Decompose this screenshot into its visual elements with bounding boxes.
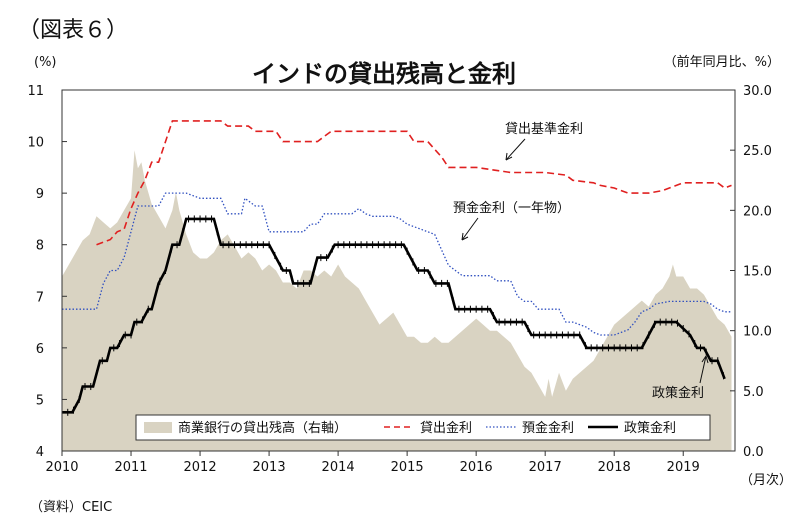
- left-tick-label: 10: [27, 136, 44, 151]
- right-tick-label: 25.0: [743, 144, 772, 159]
- right-axis-ticks: 0.0 5.0 10.0 15.0 20.0 25.0 30.0: [730, 84, 772, 460]
- left-tick-label: 8: [36, 239, 44, 254]
- left-axis-unit: (%): [34, 55, 57, 70]
- series-policy-rate-line: [62, 217, 726, 414]
- right-tick-label: 0.0: [743, 445, 764, 460]
- left-tick-label: 7: [36, 290, 44, 305]
- annotation-deposit-rate: 預金金利（一年物）: [453, 200, 570, 216]
- x-tick-label: 2010: [45, 460, 78, 475]
- x-tick-label: 2019: [667, 460, 700, 475]
- x-tick-label: 2011: [114, 460, 147, 475]
- x-tick-label: 2018: [598, 460, 631, 475]
- left-tick-label: 11: [27, 84, 44, 99]
- legend-label-lending-rate: 貸出金利: [420, 420, 472, 436]
- annotation-deposit-rate-arrowhead: [461, 232, 469, 241]
- right-tick-label: 30.0: [743, 84, 772, 99]
- legend-label-deposit-rate: 預金金利: [522, 420, 574, 436]
- series-loan-balance-area: [62, 150, 732, 451]
- figure-label: （図表６）: [18, 18, 129, 43]
- legend-label-loan-balance: 商業銀行の貸出残高（右軸）: [178, 420, 347, 436]
- left-tick-label: 4: [36, 445, 44, 460]
- x-tick-label: 2013: [253, 460, 286, 475]
- annotation-lending-base-rate-arrowhead: [505, 152, 513, 161]
- series-deposit-rate-line: [62, 192, 732, 336]
- x-tick-label: 2012: [184, 460, 217, 475]
- left-tick-label: 9: [36, 187, 44, 202]
- right-tick-label: 5.0: [743, 385, 764, 400]
- left-axis-ticks: 4 5 6 7 8 9 10 11: [27, 84, 67, 460]
- left-tick-label: 5: [36, 393, 44, 408]
- x-tick-label: 2016: [460, 460, 493, 475]
- x-axis-unit: （月次）: [740, 472, 792, 488]
- annotation-lending-base-rate: 貸出基準金利: [505, 121, 583, 137]
- x-tick-label: 2017: [529, 460, 562, 475]
- legend: 商業銀行の貸出残高（右軸） 貸出金利 預金金利 政策金利: [135, 414, 711, 441]
- annotation-lending-base-rate-arrow: [505, 138, 526, 161]
- source-note: （資料）CEIC: [30, 500, 113, 515]
- series-lending-rate-line: [96, 120, 732, 246]
- series-policy-rate-markers: [61, 215, 724, 416]
- x-axis-ticks: 2010 2011 2012 2013 2014 2015 2016 2017 2018 2019: [45, 451, 700, 475]
- right-axis-unit: （前年同月比、%）: [664, 54, 780, 70]
- legend-label-policy-rate: 政策金利: [624, 420, 676, 436]
- right-tick-label: 15.0: [743, 265, 772, 280]
- plot-area: [61, 89, 736, 452]
- chart-title: インドの貸出残高と金利: [252, 60, 516, 88]
- right-tick-label: 20.0: [743, 204, 772, 219]
- annotation-policy-rate-arrowhead: [701, 355, 709, 364]
- left-tick-label: 6: [36, 342, 44, 357]
- x-tick-label: 2015: [391, 460, 424, 475]
- annotation-policy-rate-arrow: [699, 355, 707, 384]
- annotation-deposit-rate-arrow: [461, 217, 479, 241]
- legend-swatch-loan-balance: [144, 422, 172, 433]
- x-tick-label: 2014: [322, 460, 355, 475]
- right-tick-label: 10.0: [743, 325, 772, 340]
- annotation-policy-rate: 政策金利: [652, 385, 704, 401]
